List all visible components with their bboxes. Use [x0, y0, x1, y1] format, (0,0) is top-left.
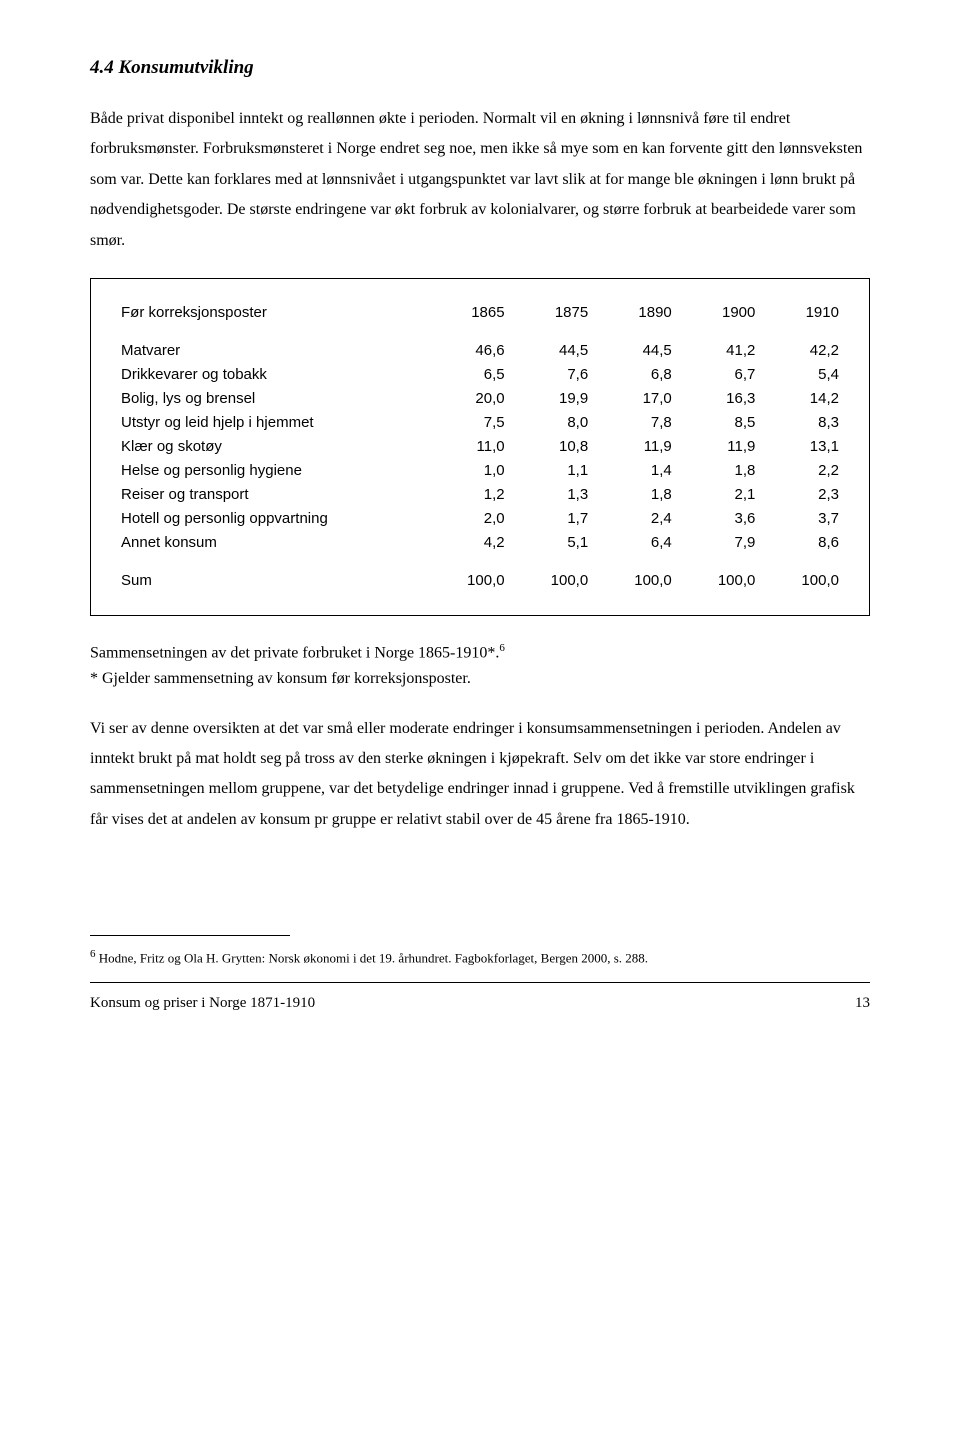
table-row: Reiser og transport 1,2 1,3 1,8 2,1 2,3 [121, 483, 839, 507]
row-value: 16,3 [672, 387, 756, 411]
table-row: Annet konsum 4,2 5,1 6,4 7,9 8,6 [121, 531, 839, 555]
row-label: Hotell og personlig oppvartning [121, 507, 421, 531]
table-row: Helse og personlig hygiene 1,0 1,1 1,4 1… [121, 459, 839, 483]
row-value: 4,2 [421, 531, 505, 555]
table-header-label: Før korreksjonsposter [121, 301, 421, 325]
row-value: 17,0 [588, 387, 672, 411]
sum-value: 100,0 [588, 569, 672, 593]
table-year: 1890 [588, 301, 672, 325]
table-row: Klær og skotøy 11,0 10,8 11,9 11,9 13,1 [121, 435, 839, 459]
row-value: 11,9 [672, 435, 756, 459]
row-value: 3,6 [672, 507, 756, 531]
row-value: 1,4 [588, 459, 672, 483]
row-label: Helse og personlig hygiene [121, 459, 421, 483]
row-value: 1,8 [588, 483, 672, 507]
footnote-separator [90, 935, 290, 936]
row-value: 1,7 [505, 507, 589, 531]
row-value: 10,8 [505, 435, 589, 459]
table-year: 1875 [505, 301, 589, 325]
row-value: 5,4 [755, 363, 839, 387]
table-year: 1900 [672, 301, 756, 325]
table-header-row: Før korreksjonsposter 1865 1875 1890 190… [121, 301, 839, 325]
row-value: 7,5 [421, 411, 505, 435]
footer-page-number: 13 [855, 989, 870, 1018]
table-caption: Sammensetningen av det private forbruket… [90, 640, 870, 692]
row-value: 1,0 [421, 459, 505, 483]
row-label: Reiser og transport [121, 483, 421, 507]
row-value: 44,5 [588, 339, 672, 363]
row-value: 6,8 [588, 363, 672, 387]
row-value: 7,6 [505, 363, 589, 387]
sum-value: 100,0 [672, 569, 756, 593]
row-value: 2,0 [421, 507, 505, 531]
row-value: 2,4 [588, 507, 672, 531]
row-value: 42,2 [755, 339, 839, 363]
row-label: Bolig, lys og brensel [121, 387, 421, 411]
row-value: 8,0 [505, 411, 589, 435]
table-row: Utstyr og leid hjelp i hjemmet 7,5 8,0 7… [121, 411, 839, 435]
row-value: 19,9 [505, 387, 589, 411]
row-value: 7,8 [588, 411, 672, 435]
sum-label: Sum [121, 569, 421, 593]
row-label: Utstyr og leid hjelp i hjemmet [121, 411, 421, 435]
row-value: 11,9 [588, 435, 672, 459]
footer-title: Konsum og priser i Norge 1871-1910 [90, 989, 315, 1018]
row-value: 41,2 [672, 339, 756, 363]
row-value: 1,2 [421, 483, 505, 507]
row-value: 14,2 [755, 387, 839, 411]
row-value: 13,1 [755, 435, 839, 459]
footnote-text: Hodne, Fritz og Ola H. Grytten: Norsk øk… [96, 950, 649, 965]
row-value: 5,1 [505, 531, 589, 555]
sum-value: 100,0 [505, 569, 589, 593]
row-label: Matvarer [121, 339, 421, 363]
row-value: 6,4 [588, 531, 672, 555]
table-row: Drikkevarer og tobakk 6,5 7,6 6,8 6,7 5,… [121, 363, 839, 387]
row-value: 20,0 [421, 387, 505, 411]
footer-separator [90, 982, 870, 983]
caption-line2: * Gjelder sammensetning av konsum før ko… [90, 670, 471, 687]
row-value: 3,7 [755, 507, 839, 531]
row-value: 1,3 [505, 483, 589, 507]
analysis-paragraph: Vi ser av denne oversikten at det var sm… [90, 714, 870, 836]
row-value: 1,1 [505, 459, 589, 483]
row-label: Drikkevarer og tobakk [121, 363, 421, 387]
row-value: 7,9 [672, 531, 756, 555]
row-value: 2,2 [755, 459, 839, 483]
row-value: 2,1 [672, 483, 756, 507]
row-value: 46,6 [421, 339, 505, 363]
row-value: 44,5 [505, 339, 589, 363]
consumption-table: Før korreksjonsposter 1865 1875 1890 190… [90, 278, 870, 616]
table-row: Hotell og personlig oppvartning 2,0 1,7 … [121, 507, 839, 531]
row-label: Klær og skotøy [121, 435, 421, 459]
intro-paragraph: Både privat disponibel inntekt og reallø… [90, 104, 870, 256]
row-value: 8,6 [755, 531, 839, 555]
table-year: 1865 [421, 301, 505, 325]
row-value: 11,0 [421, 435, 505, 459]
row-value: 6,7 [672, 363, 756, 387]
row-value: 8,3 [755, 411, 839, 435]
sum-value: 100,0 [421, 569, 505, 593]
sum-value: 100,0 [755, 569, 839, 593]
page-footer: Konsum og priser i Norge 1871-1910 13 [90, 989, 870, 1018]
table-year: 1910 [755, 301, 839, 325]
row-value: 1,8 [672, 459, 756, 483]
row-value: 2,3 [755, 483, 839, 507]
caption-line1: Sammensetningen av det private forbruket… [90, 644, 499, 661]
footnote: 6 Hodne, Fritz og Ola H. Grytten: Norsk … [90, 946, 870, 968]
row-label: Annet konsum [121, 531, 421, 555]
table-sum-row: Sum 100,0 100,0 100,0 100,0 100,0 [121, 569, 839, 593]
row-value: 6,5 [421, 363, 505, 387]
section-heading: 4.4 Konsumutvikling [90, 50, 870, 86]
row-value: 8,5 [672, 411, 756, 435]
table-row: Matvarer 46,6 44,5 44,5 41,2 42,2 [121, 339, 839, 363]
caption-superscript: 6 [499, 642, 505, 654]
table-row: Bolig, lys og brensel 20,0 19,9 17,0 16,… [121, 387, 839, 411]
